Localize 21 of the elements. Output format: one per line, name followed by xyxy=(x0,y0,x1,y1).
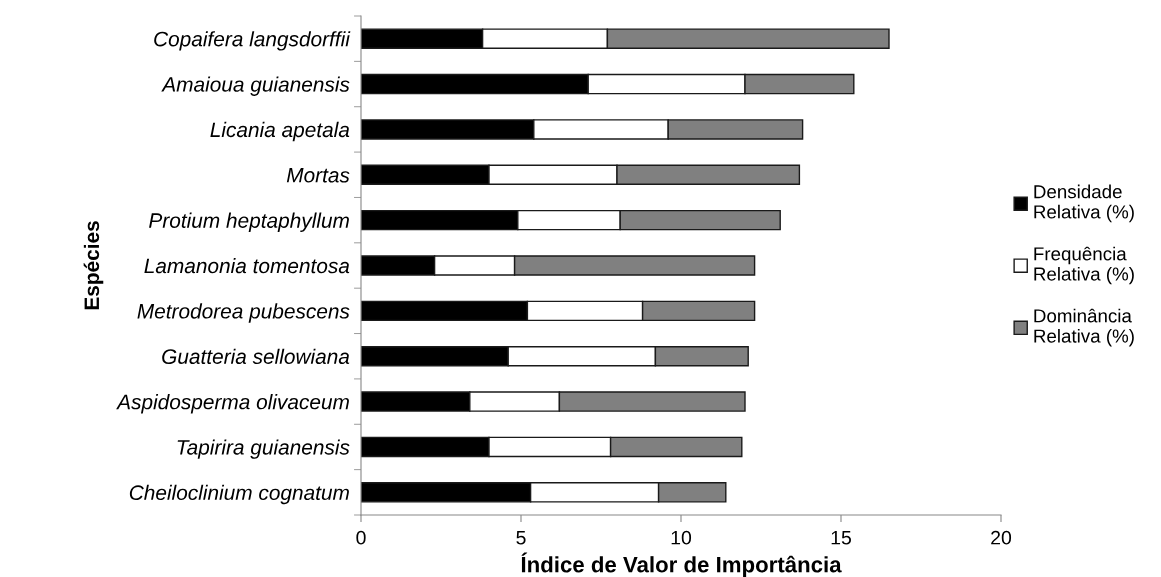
y-tick-label: Licania apetala xyxy=(210,121,350,142)
y-tick-label: Tapirira guianensis xyxy=(177,439,350,459)
y-tick-label: Aspidosperma olivaceum xyxy=(116,394,349,414)
y-tick-label: Lamanonia tomentosa xyxy=(144,257,350,274)
x-tick-label: 15 xyxy=(831,530,851,545)
y-tick-label: Protium heptaphyllum xyxy=(149,212,349,233)
y-tick-label: Amaioua guianensis xyxy=(161,76,350,96)
legend-label: Densidade Relativa (%) xyxy=(1034,184,1134,223)
x-axis-title: Índice de Valor de Importância xyxy=(521,552,842,577)
legend-label: Frequência Relativa (%) xyxy=(1034,246,1134,285)
x-tick-label: 10 xyxy=(671,530,692,545)
x-tick-label: 20 xyxy=(991,530,1012,545)
y-tick-label: Mortas xyxy=(286,167,350,183)
y-tick-label: Guatteria sellowiana xyxy=(162,348,350,364)
y-tick-label: Cheiloclinium cognatum xyxy=(129,484,349,505)
y-axis-title: Espécies xyxy=(83,221,104,310)
x-tick-label: 0 xyxy=(356,530,366,545)
legend-label: Dominância Relativa (%) xyxy=(1034,308,1134,347)
x-tick-label: 5 xyxy=(516,530,526,545)
y-tick-label: Copaifera langsdorffii xyxy=(154,31,351,51)
y-tick-label: Metrodorea pubescens xyxy=(137,303,350,323)
